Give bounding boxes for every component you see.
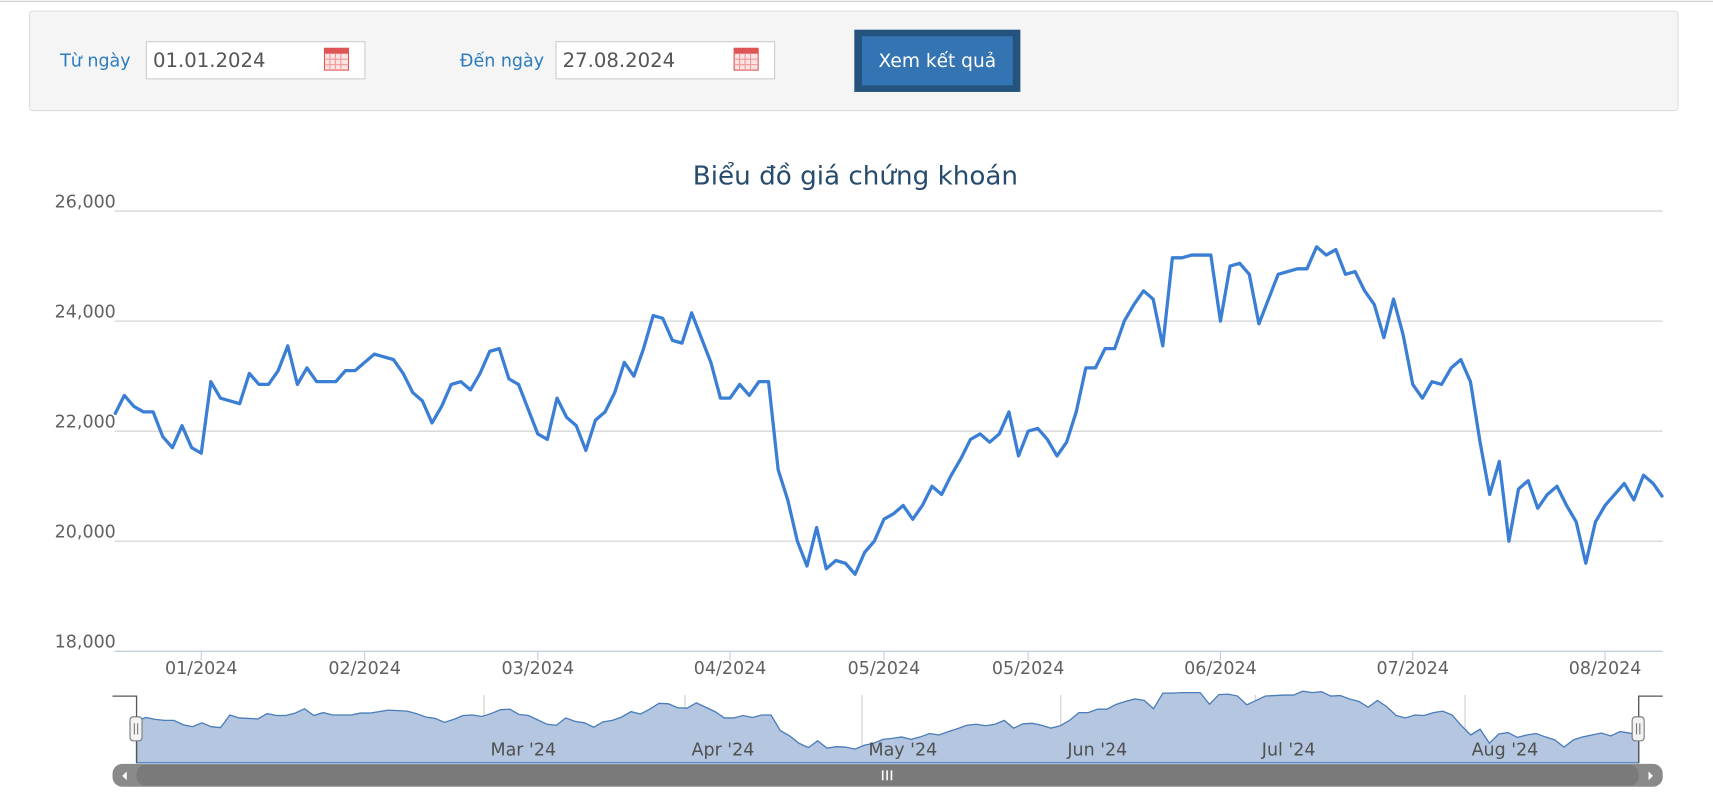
x-tick-label: 05/2024 [848,659,921,679]
y-tick-label: 22,000 [55,412,116,432]
scroll-left[interactable] [122,771,127,781]
calendar-icon[interactable] [323,47,350,71]
from-input[interactable]: 01.01.2024 [145,41,366,80]
button-face[interactable] [861,36,1013,86]
price-line [113,245,1665,576]
x-tick-label: 08/2024 [1569,659,1642,679]
navigator-label: Mar '24 [491,741,557,761]
calendar-icon[interactable] [733,47,759,71]
x-tick-label: 03/2024 [501,659,574,679]
x-tick-label: 05/2024 [992,659,1065,679]
navigator-label: Jul '24 [1261,741,1316,761]
handle-grip [1635,723,1641,735]
to-input[interactable]: 27.08.2024 [555,41,776,80]
from-label: Từ ngày [59,51,131,71]
navigator-handle[interactable] [1631,716,1645,742]
x-tick-label: 06/2024 [1184,659,1257,679]
y-tick-label: 20,000 [55,523,116,543]
y-tick-label: 26,000 [55,192,116,212]
x-tick-label: 07/2024 [1376,659,1449,679]
x-tick-label: 02/2024 [328,659,401,679]
chart-title: Biểu đồ giá chứng khoán [693,161,1018,192]
x-tick-label: 04/2024 [694,659,767,679]
x-tick-label: 01/2024 [165,659,238,679]
handle-grip [133,723,139,735]
navigator-handle[interactable] [129,716,143,742]
from-value[interactable]: 01.01.2024 [153,49,266,72]
y-tick-label: 24,000 [55,302,116,322]
navigator-area [135,690,1640,764]
scrollbar-grip [881,770,893,781]
submit-button[interactable]: Xem kết quả [854,29,1021,92]
y-tick-label: 18,000 [55,633,116,653]
navigator-label: Apr '24 [692,741,755,761]
navigator-label: Jun '24 [1066,741,1127,761]
scroll-right[interactable] [1648,771,1653,781]
navigator-label: May '24 [869,741,938,761]
to-label: Đến ngày [460,50,544,71]
filter-panel [28,10,1679,112]
to-value[interactable]: 27.08.2024 [563,49,676,72]
button-text[interactable]: Xem kết quả [879,50,997,72]
navigator-label: Aug '24 [1472,741,1539,761]
